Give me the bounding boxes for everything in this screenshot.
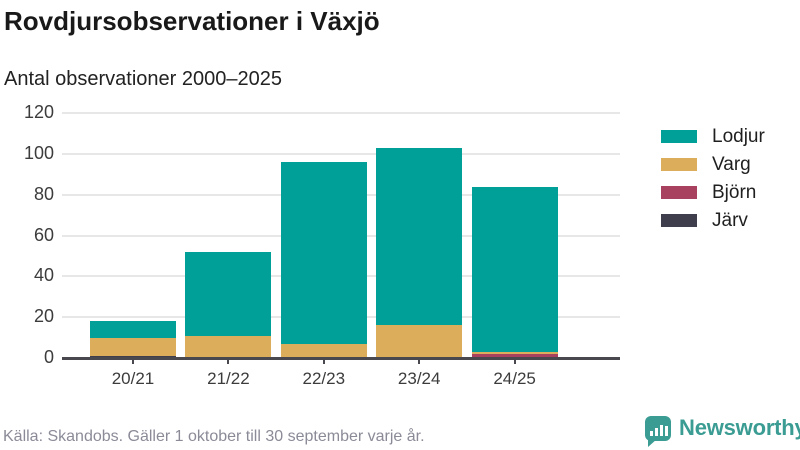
newsworthy-logo-text: Newsworthy xyxy=(679,415,800,440)
source-note: Källa: Skandobs. Gäller 1 oktober till 3… xyxy=(3,428,425,445)
x-axis-tick-label: 23/24 xyxy=(397,369,441,388)
x-axis-tick xyxy=(227,358,230,364)
y-axis-tick-label: 80 xyxy=(33,183,54,204)
gridline xyxy=(62,112,620,114)
x-axis-tick-label: 20/21 xyxy=(111,369,155,388)
y-axis-tick-label: 0 xyxy=(43,347,54,367)
x-axis-tick xyxy=(322,358,325,364)
x-axis-tick xyxy=(418,358,421,364)
legend-item-Björn: Björn xyxy=(661,182,765,203)
legend-swatch xyxy=(661,158,697,171)
bar-22/23-Lodjur xyxy=(280,162,367,344)
bar-20/21-Järv xyxy=(90,355,176,358)
legend-label: Lodjur xyxy=(712,125,765,147)
legend-item-Varg: Varg xyxy=(661,154,765,175)
bar-chart-icon xyxy=(650,424,668,436)
x-axis-tick-label: 21/22 xyxy=(207,369,250,388)
x-axis-line xyxy=(62,357,620,360)
y-axis-tick-label: 100 xyxy=(23,142,54,163)
y-axis-tick-label: 120 xyxy=(23,102,54,122)
bar-20/21-Lodjur xyxy=(90,321,176,338)
bar-24/25-Lodjur xyxy=(471,186,558,352)
legend-label: Varg xyxy=(712,153,751,175)
page-title: Rovdjursobservationer i Växjö xyxy=(4,6,380,36)
bar-24/25-Björn xyxy=(471,353,558,358)
bar-22/23-Varg xyxy=(280,343,367,358)
x-axis-tick-label: 24/25 xyxy=(493,369,536,388)
legend-swatch xyxy=(661,130,697,143)
x-axis-tick xyxy=(132,358,134,364)
x-axis-tick xyxy=(513,358,516,364)
y-axis-tick-label: 20 xyxy=(33,306,54,327)
legend-swatch xyxy=(661,186,697,199)
bar-24/25-Varg xyxy=(471,351,558,354)
legend-item-Lodjur: Lodjur xyxy=(661,126,765,147)
legend-item-Järv: Järv xyxy=(661,210,765,231)
newsworthy-logo[interactable]: Newsworthy xyxy=(645,415,800,447)
y-axis-tick-label: 40 xyxy=(33,265,54,286)
chart-legend: Lodjur Varg Björn Järv xyxy=(661,126,765,241)
legend-label: Järv xyxy=(712,209,748,231)
bar-23/24-Varg xyxy=(376,325,463,358)
y-axis-tick-label: 60 xyxy=(33,224,54,245)
newsworthy-logo-icon xyxy=(645,415,671,447)
bar-23/24-Lodjur xyxy=(376,147,463,326)
bar-21/22-Lodjur xyxy=(185,251,272,336)
legend-label: Björn xyxy=(712,181,757,203)
legend-swatch xyxy=(661,214,697,227)
chart-subtitle: Antal observationer 2000–2025 xyxy=(4,68,282,90)
bar-20/21-Varg xyxy=(90,337,176,356)
gridline xyxy=(62,152,620,155)
x-axis-tick-label: 22/23 xyxy=(302,369,346,388)
bar-21/22-Varg xyxy=(185,335,272,358)
